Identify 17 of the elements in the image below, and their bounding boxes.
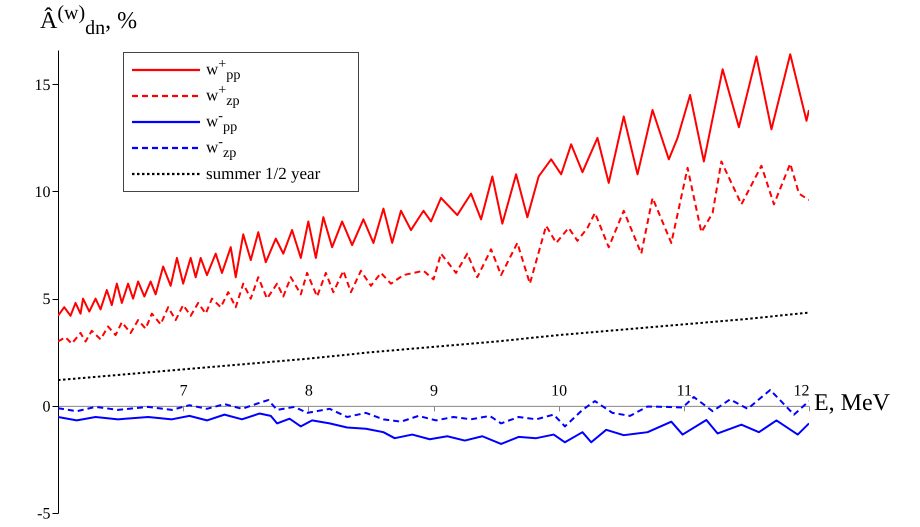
y-tick-label: 15 [34,76,50,94]
y-tick-label: 10 [34,184,50,201]
legend-label: summer 1/2 year [205,164,320,184]
y-tick-label: -5 [37,506,50,522]
x-tick-label: 8 [304,382,313,400]
y-tick-label: 0 [42,398,50,416]
x-tick-label: 10 [551,382,568,400]
line-series [58,53,809,317]
x-tick-label: 11 [676,382,692,400]
y-axis-title: Â$^{(w)}$$_{dn}$, % [40,2,138,40]
x-tick-label: 12 [794,382,810,400]
x-axis-title: E, MeV [814,390,890,417]
x-tick-label: 9 [430,382,438,400]
line-series [58,160,809,345]
y-tick-label: 5 [42,291,50,308]
line-series [58,412,809,445]
x-tick-label: 7 [180,382,188,400]
